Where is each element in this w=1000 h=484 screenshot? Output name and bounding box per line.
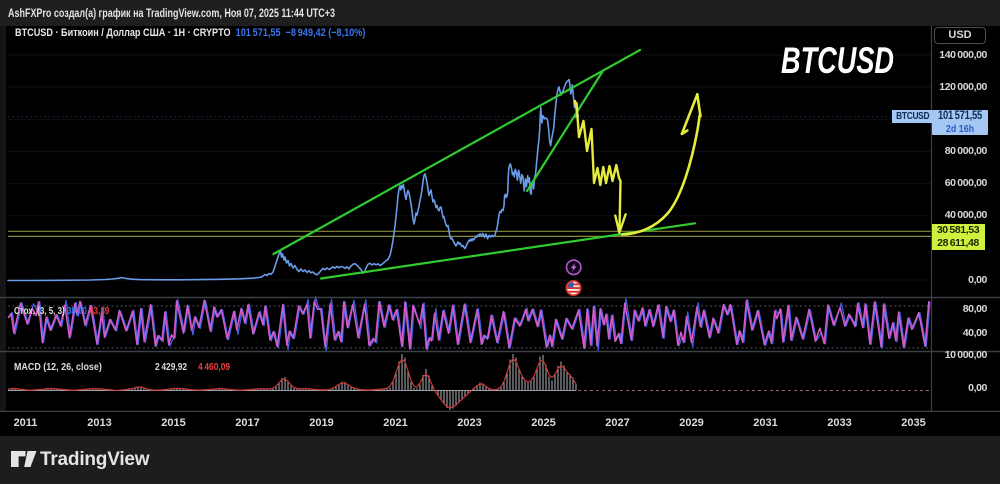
svg-text:BTCUSD: BTCUSD <box>781 40 894 81</box>
